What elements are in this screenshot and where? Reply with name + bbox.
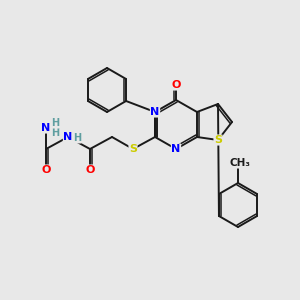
Text: O: O: [41, 165, 51, 175]
Text: S: S: [129, 144, 137, 154]
Text: S: S: [214, 135, 222, 145]
Text: N: N: [150, 107, 160, 117]
Text: N: N: [41, 123, 51, 133]
Text: O: O: [85, 165, 95, 175]
Text: O: O: [171, 80, 181, 90]
Text: H: H: [51, 118, 59, 128]
Text: N: N: [171, 144, 181, 154]
Text: CH₃: CH₃: [230, 158, 250, 168]
Text: H: H: [51, 128, 59, 138]
Text: H: H: [73, 133, 81, 143]
Text: N: N: [63, 132, 73, 142]
